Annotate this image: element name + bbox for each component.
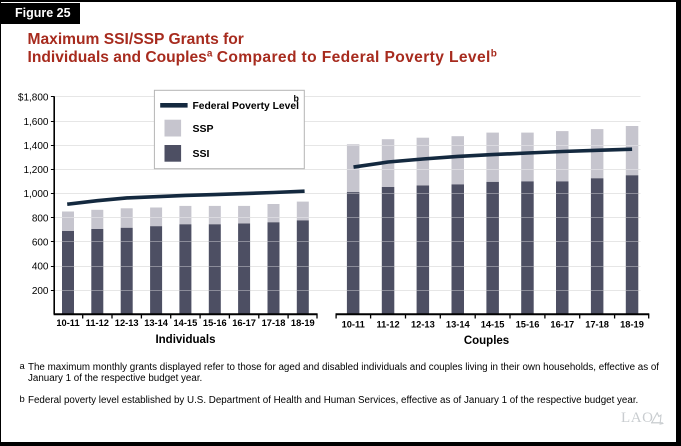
svg-text:Couples: Couples (464, 335, 509, 347)
svg-text:12-13: 12-13 (115, 318, 139, 328)
svg-text:1,600: 1,600 (23, 117, 48, 128)
svg-text:13-14: 13-14 (446, 320, 471, 330)
svg-text:13-14: 13-14 (144, 318, 169, 328)
svg-text:800: 800 (32, 213, 49, 224)
svg-text:10-11: 10-11 (342, 320, 365, 330)
svg-text:15-16: 15-16 (203, 318, 227, 328)
svg-text:Federal Poverty Level: Federal Poverty Level (193, 101, 300, 112)
svg-text:200: 200 (32, 286, 49, 297)
svg-text:14-15: 14-15 (174, 318, 198, 328)
svg-text:SSP: SSP (193, 123, 214, 135)
svg-text:17-18: 17-18 (262, 318, 286, 328)
svg-text:$1,800: $1,800 (18, 93, 49, 104)
svg-text:1,400: 1,400 (23, 141, 48, 152)
svg-text:15-16: 15-16 (516, 320, 540, 330)
svg-text:16-17: 16-17 (232, 318, 256, 328)
svg-text:10-11: 10-11 (56, 318, 79, 328)
svg-text:Individuals: Individuals (155, 334, 215, 346)
svg-text:11-12: 11-12 (376, 320, 399, 330)
svg-text:12-13: 12-13 (411, 320, 435, 330)
svg-text:1,200: 1,200 (23, 165, 48, 176)
svg-text:14-15: 14-15 (481, 320, 505, 330)
svg-text:17-18: 17-18 (585, 320, 609, 330)
svg-text:SSI: SSI (193, 148, 210, 160)
svg-text:18-19: 18-19 (291, 318, 315, 328)
svg-text:18-19: 18-19 (620, 320, 644, 330)
svg-text:16-17: 16-17 (550, 320, 574, 330)
svg-text:11-12: 11-12 (86, 318, 109, 328)
svg-text:600: 600 (32, 238, 49, 249)
svg-text:400: 400 (32, 262, 49, 273)
svg-text:b: b (294, 94, 300, 104)
svg-text:1,000: 1,000 (23, 189, 48, 200)
